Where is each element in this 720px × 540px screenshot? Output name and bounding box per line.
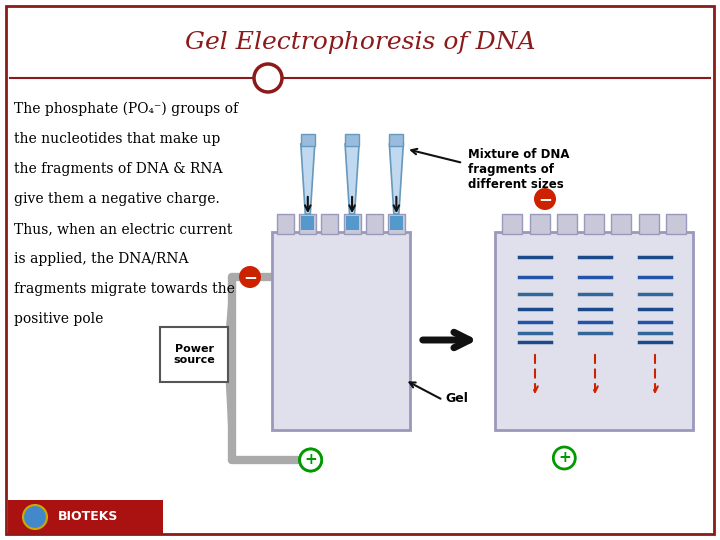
Bar bbox=[343, 214, 361, 234]
Text: −: − bbox=[538, 190, 552, 208]
Text: +: + bbox=[305, 453, 317, 468]
Bar bbox=[321, 214, 338, 234]
Bar bbox=[639, 214, 659, 234]
Bar bbox=[272, 232, 410, 430]
Bar bbox=[529, 214, 549, 234]
Text: Power
source: Power source bbox=[173, 343, 215, 365]
Bar bbox=[503, 214, 522, 234]
Text: The phosphate (PO₄⁻) groups of: The phosphate (PO₄⁻) groups of bbox=[14, 102, 238, 117]
Text: Gel Electrophoresis of DNA: Gel Electrophoresis of DNA bbox=[185, 30, 535, 53]
Circle shape bbox=[254, 64, 282, 92]
Bar bbox=[277, 214, 294, 234]
Text: +: + bbox=[558, 450, 571, 465]
Bar bbox=[390, 216, 403, 230]
Bar bbox=[301, 216, 315, 230]
Bar bbox=[390, 134, 403, 146]
Text: Gel: Gel bbox=[445, 392, 468, 404]
Circle shape bbox=[300, 449, 322, 471]
Bar bbox=[557, 214, 577, 234]
Text: the fragments of DNA & RNA: the fragments of DNA & RNA bbox=[14, 162, 222, 176]
Text: fragments migrate towards the: fragments migrate towards the bbox=[14, 282, 235, 296]
Bar bbox=[611, 214, 631, 234]
Polygon shape bbox=[345, 144, 359, 214]
Polygon shape bbox=[390, 144, 403, 214]
Bar bbox=[301, 134, 315, 146]
Text: Mixture of DNA
fragments of
different sizes: Mixture of DNA fragments of different si… bbox=[468, 148, 570, 191]
Bar bbox=[160, 327, 228, 382]
Bar bbox=[345, 134, 359, 146]
Bar bbox=[366, 214, 383, 234]
Text: is applied, the DNA/RNA: is applied, the DNA/RNA bbox=[14, 252, 189, 266]
Bar bbox=[666, 214, 685, 234]
Bar bbox=[346, 216, 359, 230]
Text: Thus, when an electric current: Thus, when an electric current bbox=[14, 222, 233, 236]
Circle shape bbox=[553, 447, 575, 469]
Circle shape bbox=[23, 505, 47, 529]
Bar bbox=[388, 214, 405, 234]
Text: give them a negative charge.: give them a negative charge. bbox=[14, 192, 220, 206]
Bar bbox=[495, 232, 693, 430]
Bar bbox=[584, 214, 604, 234]
Circle shape bbox=[239, 266, 261, 288]
Text: positive pole: positive pole bbox=[14, 312, 104, 326]
Bar bbox=[8, 500, 163, 534]
Polygon shape bbox=[301, 144, 315, 214]
Text: the nucleotides that make up: the nucleotides that make up bbox=[14, 132, 220, 146]
Circle shape bbox=[534, 188, 556, 210]
Circle shape bbox=[300, 449, 322, 471]
Text: BIOTEKS: BIOTEKS bbox=[58, 510, 118, 523]
Text: −: − bbox=[243, 268, 257, 286]
Bar bbox=[300, 214, 316, 234]
